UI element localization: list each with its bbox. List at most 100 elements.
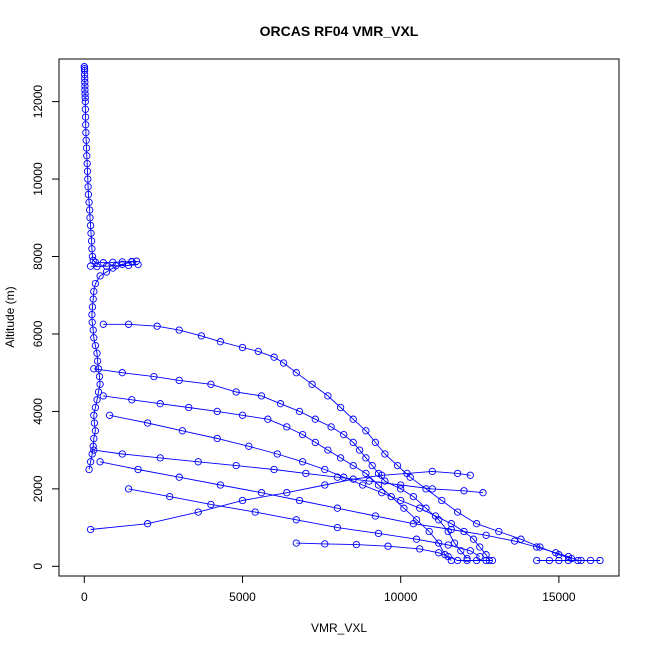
data-point <box>428 485 436 493</box>
data-point <box>384 542 392 550</box>
data-point <box>362 454 370 462</box>
data-point <box>124 320 133 328</box>
data-point <box>90 365 98 373</box>
data-point <box>86 206 94 214</box>
data-point <box>213 407 221 416</box>
data-point <box>95 372 104 381</box>
data-point <box>207 500 215 509</box>
data-point <box>453 508 462 516</box>
data-point <box>298 458 307 466</box>
data-point <box>90 446 98 454</box>
y-axis: 0 2000 4000 6000 8000 10000 12000 <box>31 85 60 570</box>
x-axis-label: VMR_VXL <box>311 621 367 635</box>
data-point <box>91 341 100 350</box>
data-point <box>175 473 183 481</box>
data-point <box>425 527 433 536</box>
series-line <box>90 470 471 530</box>
data-point <box>96 458 104 466</box>
data-point <box>270 465 278 474</box>
series-line <box>103 323 572 560</box>
data-point <box>118 258 126 266</box>
series-2 <box>86 260 142 271</box>
data-point <box>435 549 443 557</box>
data-point <box>333 473 342 481</box>
series-4 <box>90 365 471 563</box>
data-point <box>472 520 481 528</box>
data-point <box>91 279 100 288</box>
data-point <box>352 540 361 549</box>
data-point <box>254 347 262 356</box>
series-line <box>296 542 493 561</box>
data-point <box>90 411 98 419</box>
data-point <box>90 334 98 342</box>
data-point <box>466 471 474 479</box>
data-point <box>82 128 90 137</box>
data-point <box>336 403 345 412</box>
series-line <box>90 264 139 268</box>
data-point <box>257 489 266 497</box>
data-point <box>469 535 478 543</box>
data-point <box>488 556 497 565</box>
data-point <box>91 403 100 412</box>
data-point <box>479 489 487 497</box>
data-point <box>333 504 342 512</box>
y-tick-label: 6000 <box>31 320 45 347</box>
data-point <box>362 427 370 435</box>
data-point <box>444 552 452 561</box>
data-point <box>175 376 183 385</box>
data-point <box>368 461 376 470</box>
data-series-layer <box>80 63 604 565</box>
series-7 <box>90 446 487 497</box>
data-point <box>555 556 563 565</box>
data-point <box>397 485 405 493</box>
data-point <box>374 529 383 538</box>
data-point <box>596 556 604 565</box>
data-point <box>178 427 187 435</box>
data-point <box>371 438 380 447</box>
data-point <box>552 549 560 557</box>
data-point <box>466 547 474 555</box>
data-point <box>472 556 481 565</box>
data-point <box>311 415 319 423</box>
data-point <box>81 97 89 106</box>
data-point <box>83 167 92 175</box>
data-point <box>216 338 225 346</box>
data-point <box>533 556 541 565</box>
data-point <box>105 411 114 419</box>
data-point <box>89 326 97 334</box>
data-point <box>150 372 158 381</box>
data-point <box>327 423 335 431</box>
data-point <box>87 237 96 245</box>
data-point <box>336 454 345 462</box>
data-point <box>476 543 484 551</box>
series-line <box>93 368 468 559</box>
series-line <box>100 461 579 561</box>
y-tick-label: 12000 <box>31 85 45 119</box>
series-3 <box>99 320 576 563</box>
data-point <box>93 349 101 357</box>
data-point <box>143 520 152 528</box>
y-tick-label: 10000 <box>31 162 45 196</box>
y-tick-label: 0 <box>31 563 45 570</box>
data-point <box>232 388 240 396</box>
data-point <box>80 70 89 79</box>
series-line <box>128 488 481 557</box>
data-point <box>102 268 111 276</box>
data-point <box>86 214 94 222</box>
data-point <box>238 343 247 352</box>
data-point <box>438 496 446 505</box>
data-point <box>166 492 174 501</box>
data-point <box>409 520 418 528</box>
data-point <box>412 535 421 543</box>
data-point <box>84 183 92 191</box>
data-point <box>81 82 89 90</box>
series-8 <box>96 458 582 565</box>
data-point <box>134 465 142 474</box>
data-point <box>444 541 452 549</box>
data-point <box>81 105 90 113</box>
data-point <box>393 461 402 470</box>
x-tick-label: 15000 <box>542 590 576 604</box>
data-point <box>124 485 133 493</box>
data-point <box>564 556 573 565</box>
data-point <box>378 489 386 497</box>
